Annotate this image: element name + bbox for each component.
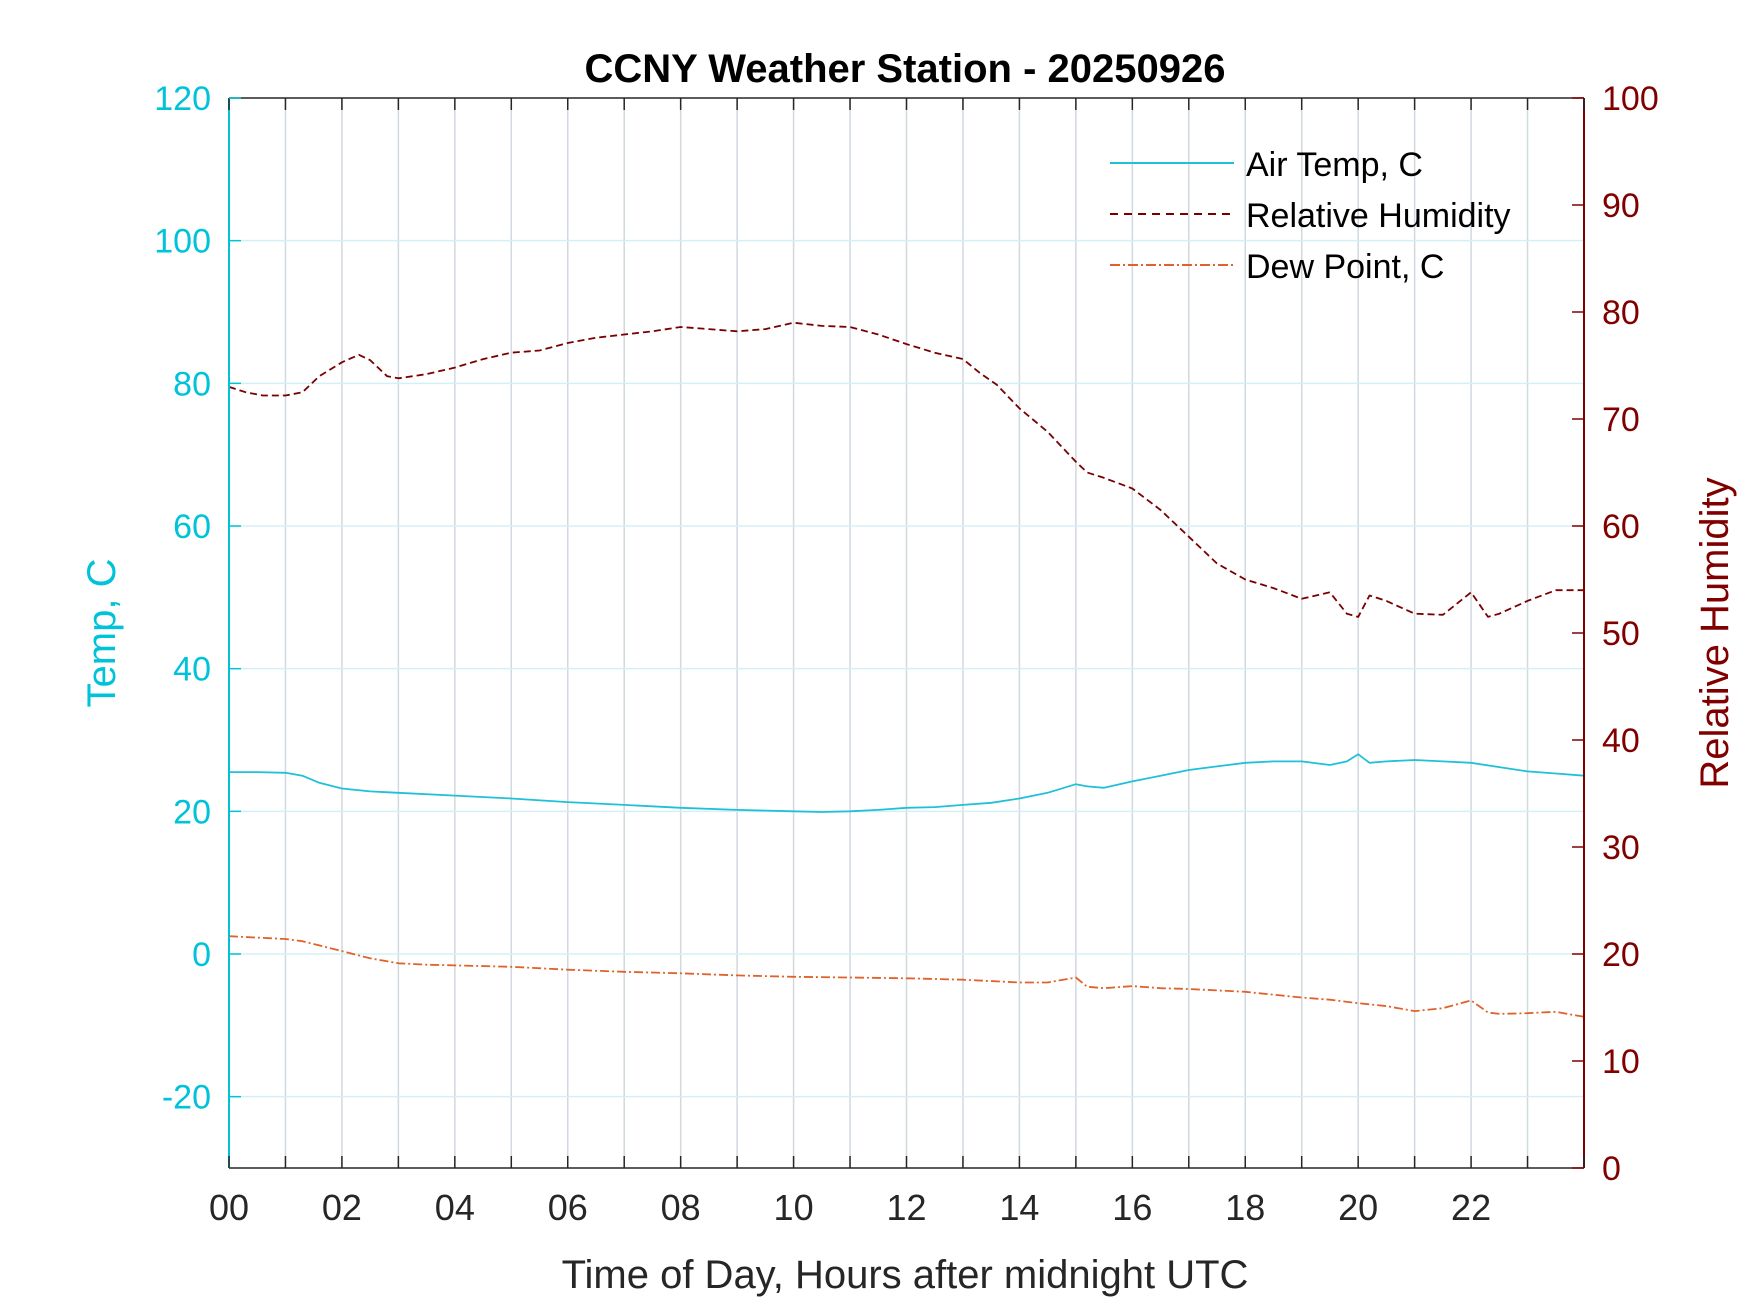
x-tick-label: 00 <box>209 1187 249 1228</box>
y-tick-label-right: 50 <box>1602 615 1640 653</box>
y-tick-label-right: 60 <box>1602 508 1640 546</box>
x-axis-label: Time of Day, Hours after midnight UTC <box>562 1253 1249 1297</box>
air-temp-line <box>229 753 1585 813</box>
dew-point-line <box>228 935 1585 1018</box>
legend-label-dew-point: Dew Point, C <box>1246 248 1444 286</box>
y-tick-label-right: 20 <box>1602 936 1640 974</box>
y-tick-label-left: 80 <box>173 365 211 403</box>
y-tick-label-right: 70 <box>1602 401 1640 439</box>
humidity-line <box>228 321 1584 618</box>
x-tick-label: 18 <box>1225 1187 1265 1228</box>
axes <box>228 97 1585 1169</box>
y-tick-label-left: 20 <box>173 793 211 831</box>
x-tick-label: 14 <box>999 1187 1039 1228</box>
y-tick-label-right: 30 <box>1602 829 1640 867</box>
chart-title: CCNY Weather Station - 20250926 <box>585 47 1226 91</box>
x-tick-label: 10 <box>774 1187 814 1228</box>
x-tick-label: 08 <box>661 1187 701 1228</box>
x-tick-label: 04 <box>435 1187 475 1228</box>
y-axis-label-left: Temp, C <box>80 559 124 708</box>
y-tick-label-left: -20 <box>162 1079 211 1117</box>
y-tick-label-right: 0 <box>1602 1150 1621 1188</box>
x-tick-label: 06 <box>548 1187 588 1228</box>
legend: Air Temp, C Relative Humidity Dew Point,… <box>1110 146 1511 286</box>
y-tick-label-right: 10 <box>1602 1043 1640 1081</box>
y-tick-label-right: 80 <box>1602 294 1640 332</box>
y-tick-label-right: 100 <box>1602 80 1659 118</box>
y-tick-label-left: 100 <box>154 223 211 261</box>
y-tick-label-right: 40 <box>1602 722 1640 760</box>
y-tick-label-left: 120 <box>154 80 211 118</box>
y-tick-label-right: 90 <box>1602 187 1640 225</box>
y-tick-label-left: 40 <box>173 651 211 689</box>
x-tick-label: 02 <box>322 1187 362 1228</box>
series-layer <box>228 321 1585 1018</box>
x-tick-label: 22 <box>1451 1187 1491 1228</box>
grid <box>229 98 1584 1168</box>
x-tick-label: 12 <box>886 1187 926 1228</box>
x-tick-label: 16 <box>1112 1187 1152 1228</box>
y-axis-label-right: Relative Humidity <box>1693 477 1737 788</box>
y-tick-label-left: 0 <box>192 936 211 974</box>
tick-labels: 00 02 04 06 08 10 12 14 16 18 20 22-200204060801001… <box>154 80 1658 1228</box>
legend-label-air-temp: Air Temp, C <box>1246 146 1423 184</box>
y-tick-label-left: 60 <box>173 508 211 546</box>
x-tick-label: 20 <box>1338 1187 1378 1228</box>
legend-label-humidity: Relative Humidity <box>1246 197 1511 235</box>
